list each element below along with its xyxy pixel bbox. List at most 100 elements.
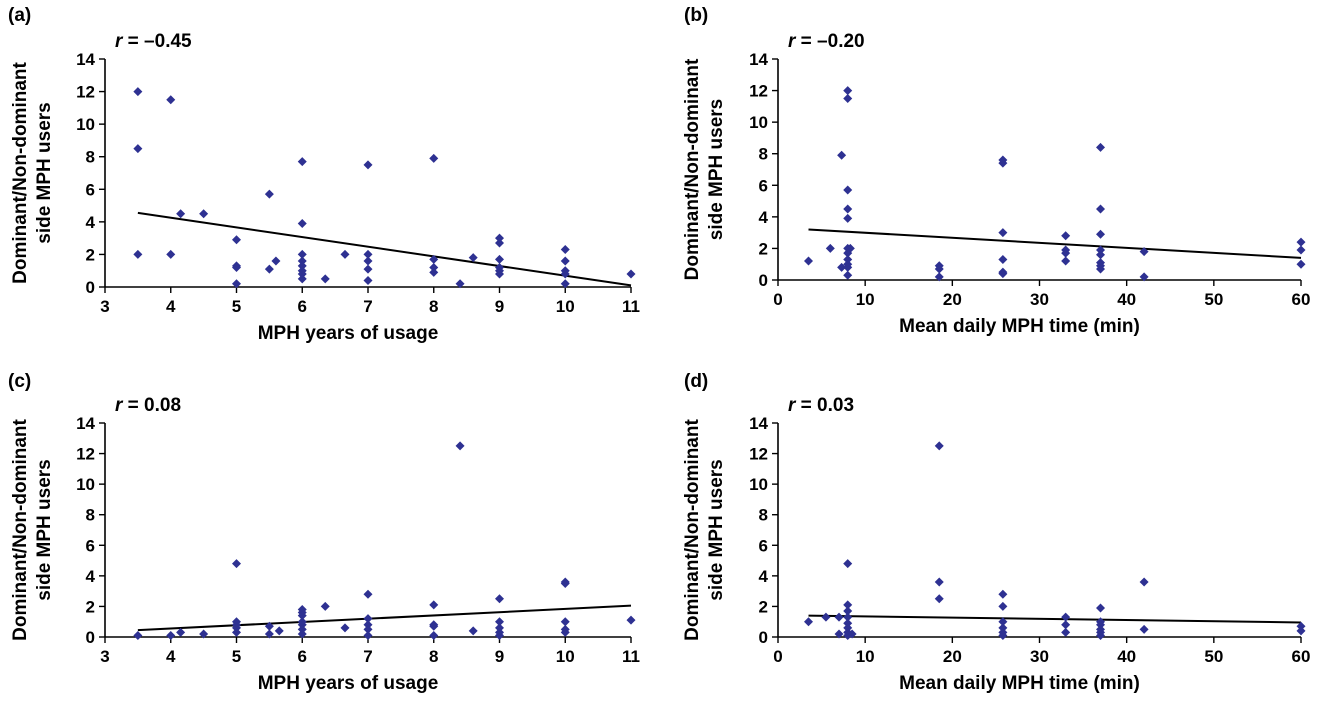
data-point [1061,231,1071,241]
x-tick-label: 6 [298,647,307,666]
data-point [560,269,570,279]
data-point [297,611,307,621]
data-point [834,629,844,639]
data-point [998,617,1008,627]
data-point [626,615,636,625]
data-point [1096,142,1106,152]
x-tick-label: 10 [856,290,875,309]
data-point [495,617,504,627]
data-point [176,627,186,637]
panel-label: (c) [8,371,31,392]
y-tick-label: 6 [759,536,768,555]
data-point [1096,264,1106,274]
data-point [264,621,274,631]
panel-a: (a) r = –0.45 0 2 4 6 8 10 12 14 3 4 5 6 7 8 9 10 11 MPH ye… [8,5,640,344]
data-point [264,264,274,274]
data-point [1139,577,1149,587]
data-point [468,253,478,263]
data-point [1096,620,1106,630]
data-point [1296,245,1306,255]
data-point [934,441,944,451]
data-point [340,249,350,259]
data-point [166,630,176,640]
data-point [133,630,143,640]
data-point [363,614,373,624]
data-point [825,243,835,253]
y-tick-label: 4 [86,567,96,586]
data-point [934,264,944,274]
panel-b: (b) r = –0.20 0 2 4 6 8 10 12 14 0 10 20 30 40 50 60 Mean… [682,5,1310,337]
data-point [1096,229,1106,239]
y-tick-label: 14 [76,414,95,433]
data-point [455,441,465,451]
data-point [429,267,439,277]
data-point [998,158,1008,168]
y-tick-label: 4 [86,213,96,232]
data-point [176,209,186,219]
data-point [1096,204,1106,214]
data-point [560,617,570,627]
x-tick-label: 4 [166,297,176,316]
data-point [264,189,274,199]
data-point [320,274,330,284]
data-point [843,213,853,223]
data-point [998,623,1008,633]
y-tick-label: 2 [86,597,95,616]
data-point [560,256,570,266]
data-point [1061,620,1071,630]
y-axis-title-line1: Dominant/Non-dominant [10,419,31,641]
x-tick-label: 11 [622,297,640,316]
data-point [843,262,853,272]
data-point [998,630,1008,640]
y-tick-label: 2 [759,239,768,258]
data-point [133,249,143,259]
data-point [429,254,439,264]
data-point [133,144,143,154]
r-value: = 0.03 [795,395,854,416]
data-point [363,264,373,274]
data-point [363,275,373,285]
data-point [495,630,504,640]
data-point [843,623,853,633]
panel-label: (a) [8,5,31,26]
data-point [843,254,853,264]
y-tick-label: 0 [759,628,768,647]
y-tick-label: 4 [759,567,769,586]
correlation-label: r = 0.08 [115,395,181,416]
data-point [1096,630,1106,640]
y-tick-label: 12 [76,83,95,102]
data-point [297,620,307,630]
data-point [837,262,847,272]
data-point [495,623,504,633]
data-point [843,612,853,622]
data-point [297,256,307,266]
y-axis-title-line2: side MPH users [706,459,727,601]
x-axis-title: Mean daily MPH time (min) [899,316,1140,337]
data-point [363,160,373,170]
data-point [232,559,241,569]
data-point [468,626,478,636]
data-point [1096,245,1106,255]
x-tick-label: 0 [773,647,782,666]
trend-line [808,614,1302,624]
y-tick-label: 8 [86,148,95,167]
data-point [998,269,1008,279]
data-point [297,261,307,271]
correlation-label: r = –0.20 [788,31,865,52]
data-point [363,249,373,259]
data-point [804,617,814,627]
x-axis-title: Mean daily MPH time (min) [899,673,1140,694]
data-point [837,150,847,160]
y-tick-label: 0 [86,628,95,647]
r-symbol: r [115,31,124,52]
data-point [166,95,176,105]
data-point [1139,247,1149,257]
data-point [363,620,373,630]
data-point [495,269,504,279]
data-point [232,279,241,289]
y-tick-label: 8 [759,145,768,164]
y-tick-label: 10 [76,475,95,494]
x-tick-label: 10 [856,647,875,666]
data-point [429,600,439,610]
data-point [1061,256,1071,266]
